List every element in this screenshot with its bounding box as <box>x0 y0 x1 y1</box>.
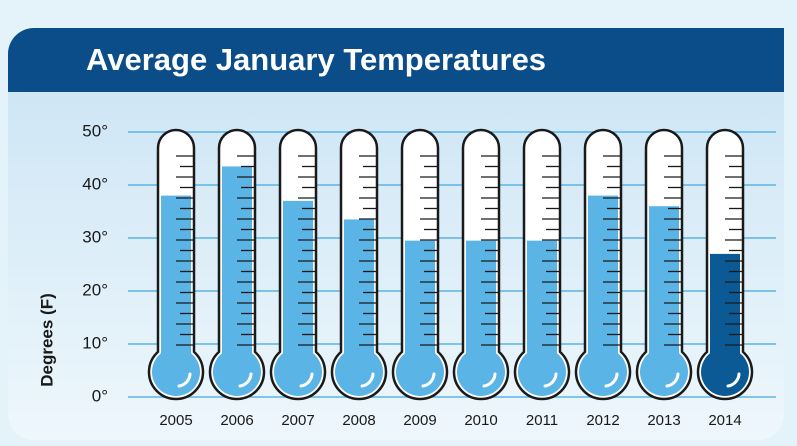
y-tick-label: 30° <box>82 227 108 246</box>
y-tick-label: 50° <box>82 121 108 140</box>
bar <box>649 206 679 372</box>
y-axis-label: Degrees (F) <box>37 293 56 387</box>
y-tick-label: 20° <box>82 280 108 299</box>
x-tick-label: 2013 <box>647 412 680 429</box>
x-tick-label: 2014 <box>708 412 741 429</box>
bar <box>283 201 313 372</box>
x-tick-label: 2011 <box>526 412 558 429</box>
bar <box>344 219 374 372</box>
x-tick-label: 2006 <box>220 412 253 429</box>
x-tick-label: 2012 <box>586 412 619 429</box>
x-tick-label: 2008 <box>342 412 375 429</box>
chart: Average January Temperatures Degrees (F)… <box>0 0 797 446</box>
chart-title: Average January Temperatures <box>86 42 546 77</box>
bar <box>222 166 252 372</box>
y-tick-label: 40° <box>82 174 108 193</box>
x-tick-label: 2009 <box>403 412 436 429</box>
y-tick-label: 10° <box>82 333 108 352</box>
x-tick-label: 2005 <box>159 412 192 429</box>
y-tick-label: 0° <box>92 386 108 405</box>
x-tick-label: 2010 <box>464 412 497 429</box>
x-tick-label: 2007 <box>281 412 314 429</box>
